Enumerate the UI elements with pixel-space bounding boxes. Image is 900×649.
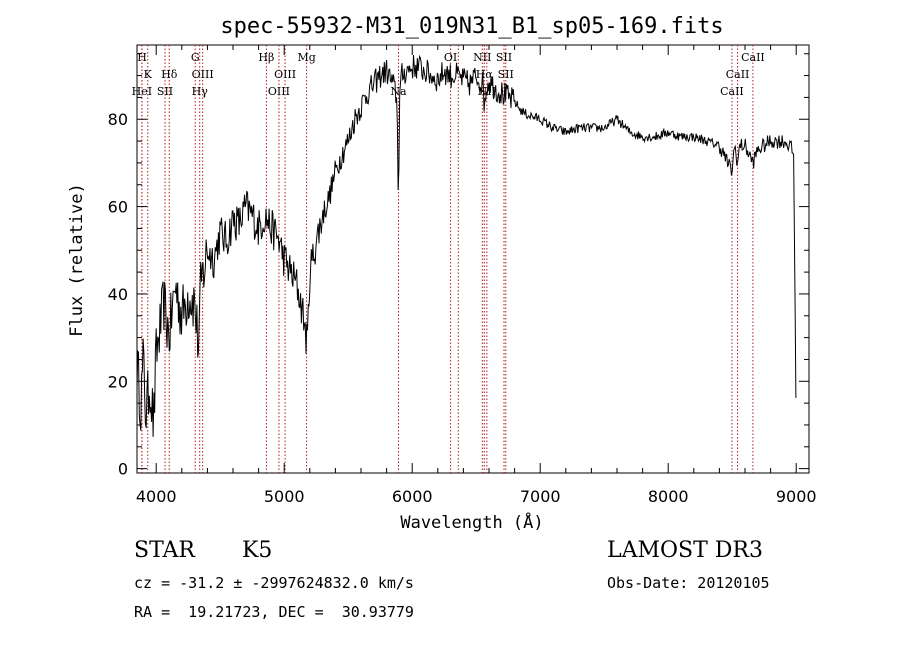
line-label: OIII	[274, 68, 296, 81]
line-label: K	[144, 68, 153, 81]
spectrum-line	[136, 54, 797, 437]
y-tick-label: 40	[108, 285, 128, 304]
line-label: H	[137, 51, 147, 64]
line-label: G	[191, 51, 200, 64]
line-label: NII	[473, 51, 491, 64]
x-tick-label: 8000	[648, 487, 689, 506]
y-tick-label: 0	[118, 460, 128, 479]
x-tick-label: 9000	[776, 487, 817, 506]
line-label: CaII	[720, 85, 744, 98]
x-tick-label: 6000	[392, 487, 433, 506]
line-label: Hδ	[161, 68, 178, 81]
line-label: OIII	[268, 85, 290, 98]
spectral-line-markers	[141, 45, 754, 473]
chart-title: spec-55932-M31_019N31_B1_sp05-169.fits	[220, 14, 723, 39]
x-axis-label: Wavelength (Å)	[400, 511, 543, 533]
ra-dec-coordinates: RA = 19.21723, DEC = 30.93779	[134, 603, 414, 621]
survey-name: LAMOST DR3	[607, 538, 763, 563]
y-tick-label: 80	[108, 110, 128, 129]
x-tick-label: 5000	[264, 487, 305, 506]
line-label: HeI	[132, 85, 152, 98]
line-label: Hβ	[258, 51, 274, 64]
observation-date: Obs-Date: 20120105	[607, 574, 770, 592]
line-label: NII	[478, 85, 496, 98]
line-label: Hγ	[192, 85, 209, 98]
line-label: Na	[390, 85, 407, 98]
line-label: OI	[444, 51, 457, 64]
y-axis-label: Flux (relative)	[67, 183, 87, 337]
line-label: Mg	[297, 51, 315, 64]
x-tick-label: 4000	[136, 487, 177, 506]
line-label: SII	[498, 68, 514, 81]
line-label: CaII	[741, 51, 765, 64]
line-label: SII	[157, 85, 173, 98]
plot-frame	[136, 44, 810, 474]
x-axis-ticks: 4000 5000 6000 7000 8000 9000	[136, 45, 817, 506]
x-tick-label: 7000	[520, 487, 561, 506]
line-label: OIII	[192, 68, 214, 81]
y-tick-label: 60	[108, 198, 128, 217]
object-subclass: K5	[242, 538, 273, 563]
y-axis-ticks: 0 20 40 60 80	[108, 53, 809, 479]
object-class: STAR	[134, 538, 195, 563]
redshift-velocity: cz = -31.2 ± -2997624832.0 km/s	[134, 574, 414, 592]
line-label: Hα	[476, 68, 494, 81]
line-label: SII	[496, 51, 512, 64]
line-label: CaII	[726, 68, 750, 81]
y-tick-label: 20	[108, 372, 128, 391]
